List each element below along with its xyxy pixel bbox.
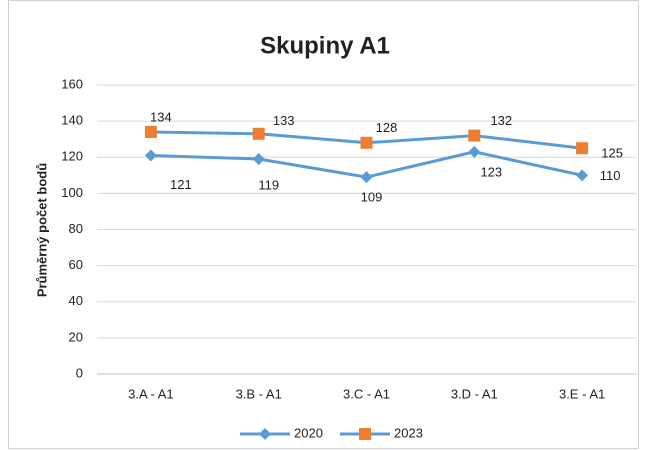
data-label: 133 xyxy=(273,113,295,128)
data-label: 110 xyxy=(600,168,621,183)
x-tick-label: 3.C - A1 xyxy=(343,386,390,401)
x-tick-label: 3.E - A1 xyxy=(559,386,605,401)
data-point xyxy=(576,169,589,182)
legend-label: 2020 xyxy=(294,425,323,440)
data-label: 134 xyxy=(150,109,172,124)
data-label: 125 xyxy=(601,146,623,161)
y-tick-label: 160 xyxy=(61,76,83,91)
data-point xyxy=(252,127,265,140)
data-point xyxy=(576,142,589,155)
y-tick-label: 20 xyxy=(69,329,83,344)
data-label: 119 xyxy=(258,177,279,192)
data-label: 132 xyxy=(490,113,512,128)
data-label: 123 xyxy=(480,164,502,179)
data-label: 121 xyxy=(170,177,192,192)
data-point xyxy=(144,125,157,138)
x-tick-label: 3.A - A1 xyxy=(128,386,174,401)
x-tick-label: 3.D - A1 xyxy=(451,386,498,401)
data-point xyxy=(468,145,481,158)
data-point xyxy=(468,129,481,142)
data-point xyxy=(144,149,157,162)
chart-border xyxy=(8,0,639,449)
data-point xyxy=(360,171,373,184)
y-tick-label: 120 xyxy=(61,149,83,164)
y-tick-label: 80 xyxy=(69,221,83,236)
data-label: 109 xyxy=(361,190,383,205)
legend-marker xyxy=(259,428,271,440)
y-axis-label: Průměrný počet bodů xyxy=(34,163,49,297)
y-tick-label: 0 xyxy=(76,365,83,380)
y-tick-label: 140 xyxy=(61,113,83,128)
y-tick-label: 40 xyxy=(69,293,83,308)
data-label: 128 xyxy=(376,120,398,135)
chart-title: Skupiny A1 xyxy=(260,32,390,59)
y-tick-label: 60 xyxy=(69,257,83,272)
x-tick-label: 3.B - A1 xyxy=(236,386,282,401)
legend-marker xyxy=(359,428,371,440)
data-point xyxy=(360,136,373,149)
y-tick-label: 100 xyxy=(61,185,83,200)
data-point xyxy=(252,153,265,166)
legend-label: 2023 xyxy=(394,425,423,440)
